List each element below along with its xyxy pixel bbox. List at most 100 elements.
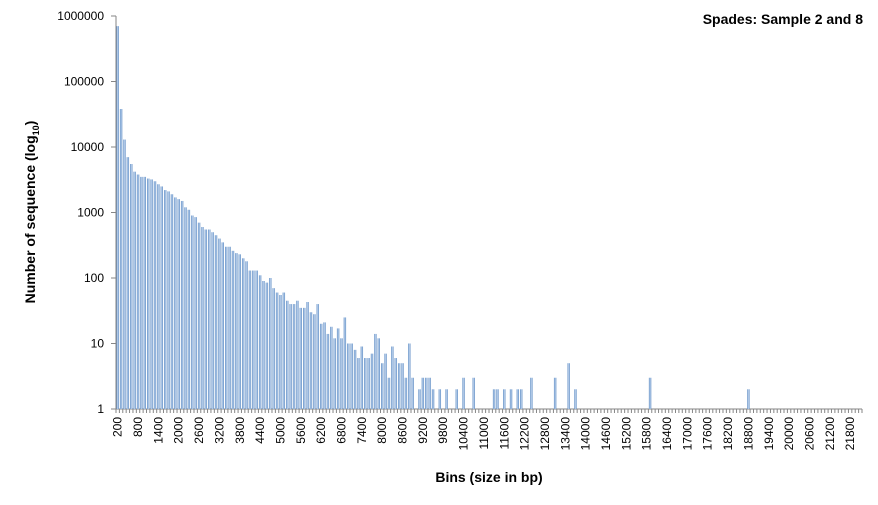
x-tick-label: 18800: [741, 417, 755, 451]
bar: [184, 207, 187, 409]
bar: [177, 199, 180, 409]
bar: [286, 300, 289, 409]
bar: [340, 338, 343, 409]
bar: [747, 389, 750, 409]
bar: [404, 377, 408, 409]
x-tick-label: 20000: [782, 417, 796, 451]
chart-title: Spades: Sample 2 and 8: [703, 11, 863, 27]
bar: [462, 377, 465, 409]
bar: [157, 184, 160, 409]
bar: [431, 389, 435, 409]
x-tick-label: 15800: [640, 417, 654, 451]
x-tick-label: 5600: [294, 417, 308, 444]
bar: [296, 300, 299, 409]
bar: [306, 302, 309, 409]
bar: [509, 389, 513, 409]
x-axis-title: Bins (size in bp): [435, 469, 542, 485]
x-tick-label: 18200: [721, 417, 735, 451]
bar: [353, 349, 357, 409]
bar: [275, 292, 279, 409]
bar: [282, 292, 286, 409]
bar: [191, 215, 194, 409]
bar: [201, 227, 204, 409]
x-tick-label: 8000: [375, 417, 389, 444]
bar: [303, 307, 306, 409]
bar: [153, 181, 157, 409]
bar: [174, 197, 177, 409]
x-tick-label: 21800: [843, 417, 857, 451]
bar: [316, 304, 319, 409]
x-tick-label: 14000: [579, 417, 593, 451]
x-tick-label: 17600: [701, 417, 715, 451]
y-tick-label: 100000: [64, 75, 104, 89]
bar: [255, 270, 258, 409]
bar: [384, 353, 387, 409]
bar: [228, 246, 231, 409]
x-tick-label: 2000: [172, 417, 186, 444]
bar: [333, 338, 336, 409]
x-tick-label: 7400: [355, 417, 369, 444]
bar: [438, 389, 442, 409]
x-tick-label: 17000: [680, 417, 694, 451]
bar: [367, 358, 370, 409]
x-tick-label: 200: [111, 417, 125, 437]
bar: [574, 389, 577, 409]
bar: [130, 164, 133, 409]
bar: [360, 346, 364, 409]
bar: [520, 389, 523, 409]
bar: [248, 270, 252, 409]
y-axis-title-part: ): [22, 121, 38, 126]
x-tick-label: 9200: [416, 417, 430, 444]
x-tick-label: 1400: [151, 417, 165, 444]
bar: [126, 157, 130, 409]
x-tick-label: 11600: [497, 417, 511, 450]
x-tick-label: 20600: [802, 417, 816, 451]
x-tick-label: 11000: [477, 417, 491, 450]
bar: [241, 258, 245, 409]
bar: [289, 304, 292, 409]
bar: [503, 389, 506, 409]
y-tick-label: 10: [91, 337, 105, 351]
bar: [343, 317, 347, 409]
bar: [418, 389, 421, 409]
bar: [374, 333, 377, 409]
y-axis-title-sub: 10: [31, 125, 41, 135]
bar: [397, 363, 401, 409]
bar: [299, 307, 302, 409]
bar: [187, 209, 191, 409]
bar: [245, 261, 248, 409]
bar: [136, 174, 140, 409]
bar: [472, 377, 475, 409]
bar: [292, 304, 296, 409]
x-tick-label: 12800: [538, 417, 552, 451]
x-tick-label: 6800: [334, 417, 348, 444]
bar: [387, 377, 391, 409]
bar: [214, 235, 218, 409]
bar: [408, 343, 411, 409]
bar: [133, 171, 136, 409]
bar: [421, 377, 425, 409]
bar: [180, 200, 184, 409]
bar: [411, 377, 414, 409]
bar: [445, 389, 448, 409]
y-axis-title: Number of sequence (log10): [22, 121, 41, 304]
bar: [323, 322, 326, 409]
bar: [218, 238, 221, 409]
bar: [238, 254, 241, 409]
x-tick-label: 3200: [212, 417, 226, 444]
bar: [326, 333, 330, 409]
bar: [553, 377, 557, 409]
bar: [648, 377, 652, 409]
bar: [313, 314, 316, 409]
bar: [428, 377, 431, 409]
bar: [231, 250, 235, 409]
bar: [269, 278, 272, 409]
bar: [391, 346, 394, 409]
y-tick-label: 1000000: [57, 9, 104, 23]
bar: [116, 26, 119, 409]
x-tick-label: 6200: [314, 417, 328, 444]
y-tick-label: 1: [97, 402, 104, 416]
x-tick-label: 8600: [396, 417, 410, 444]
